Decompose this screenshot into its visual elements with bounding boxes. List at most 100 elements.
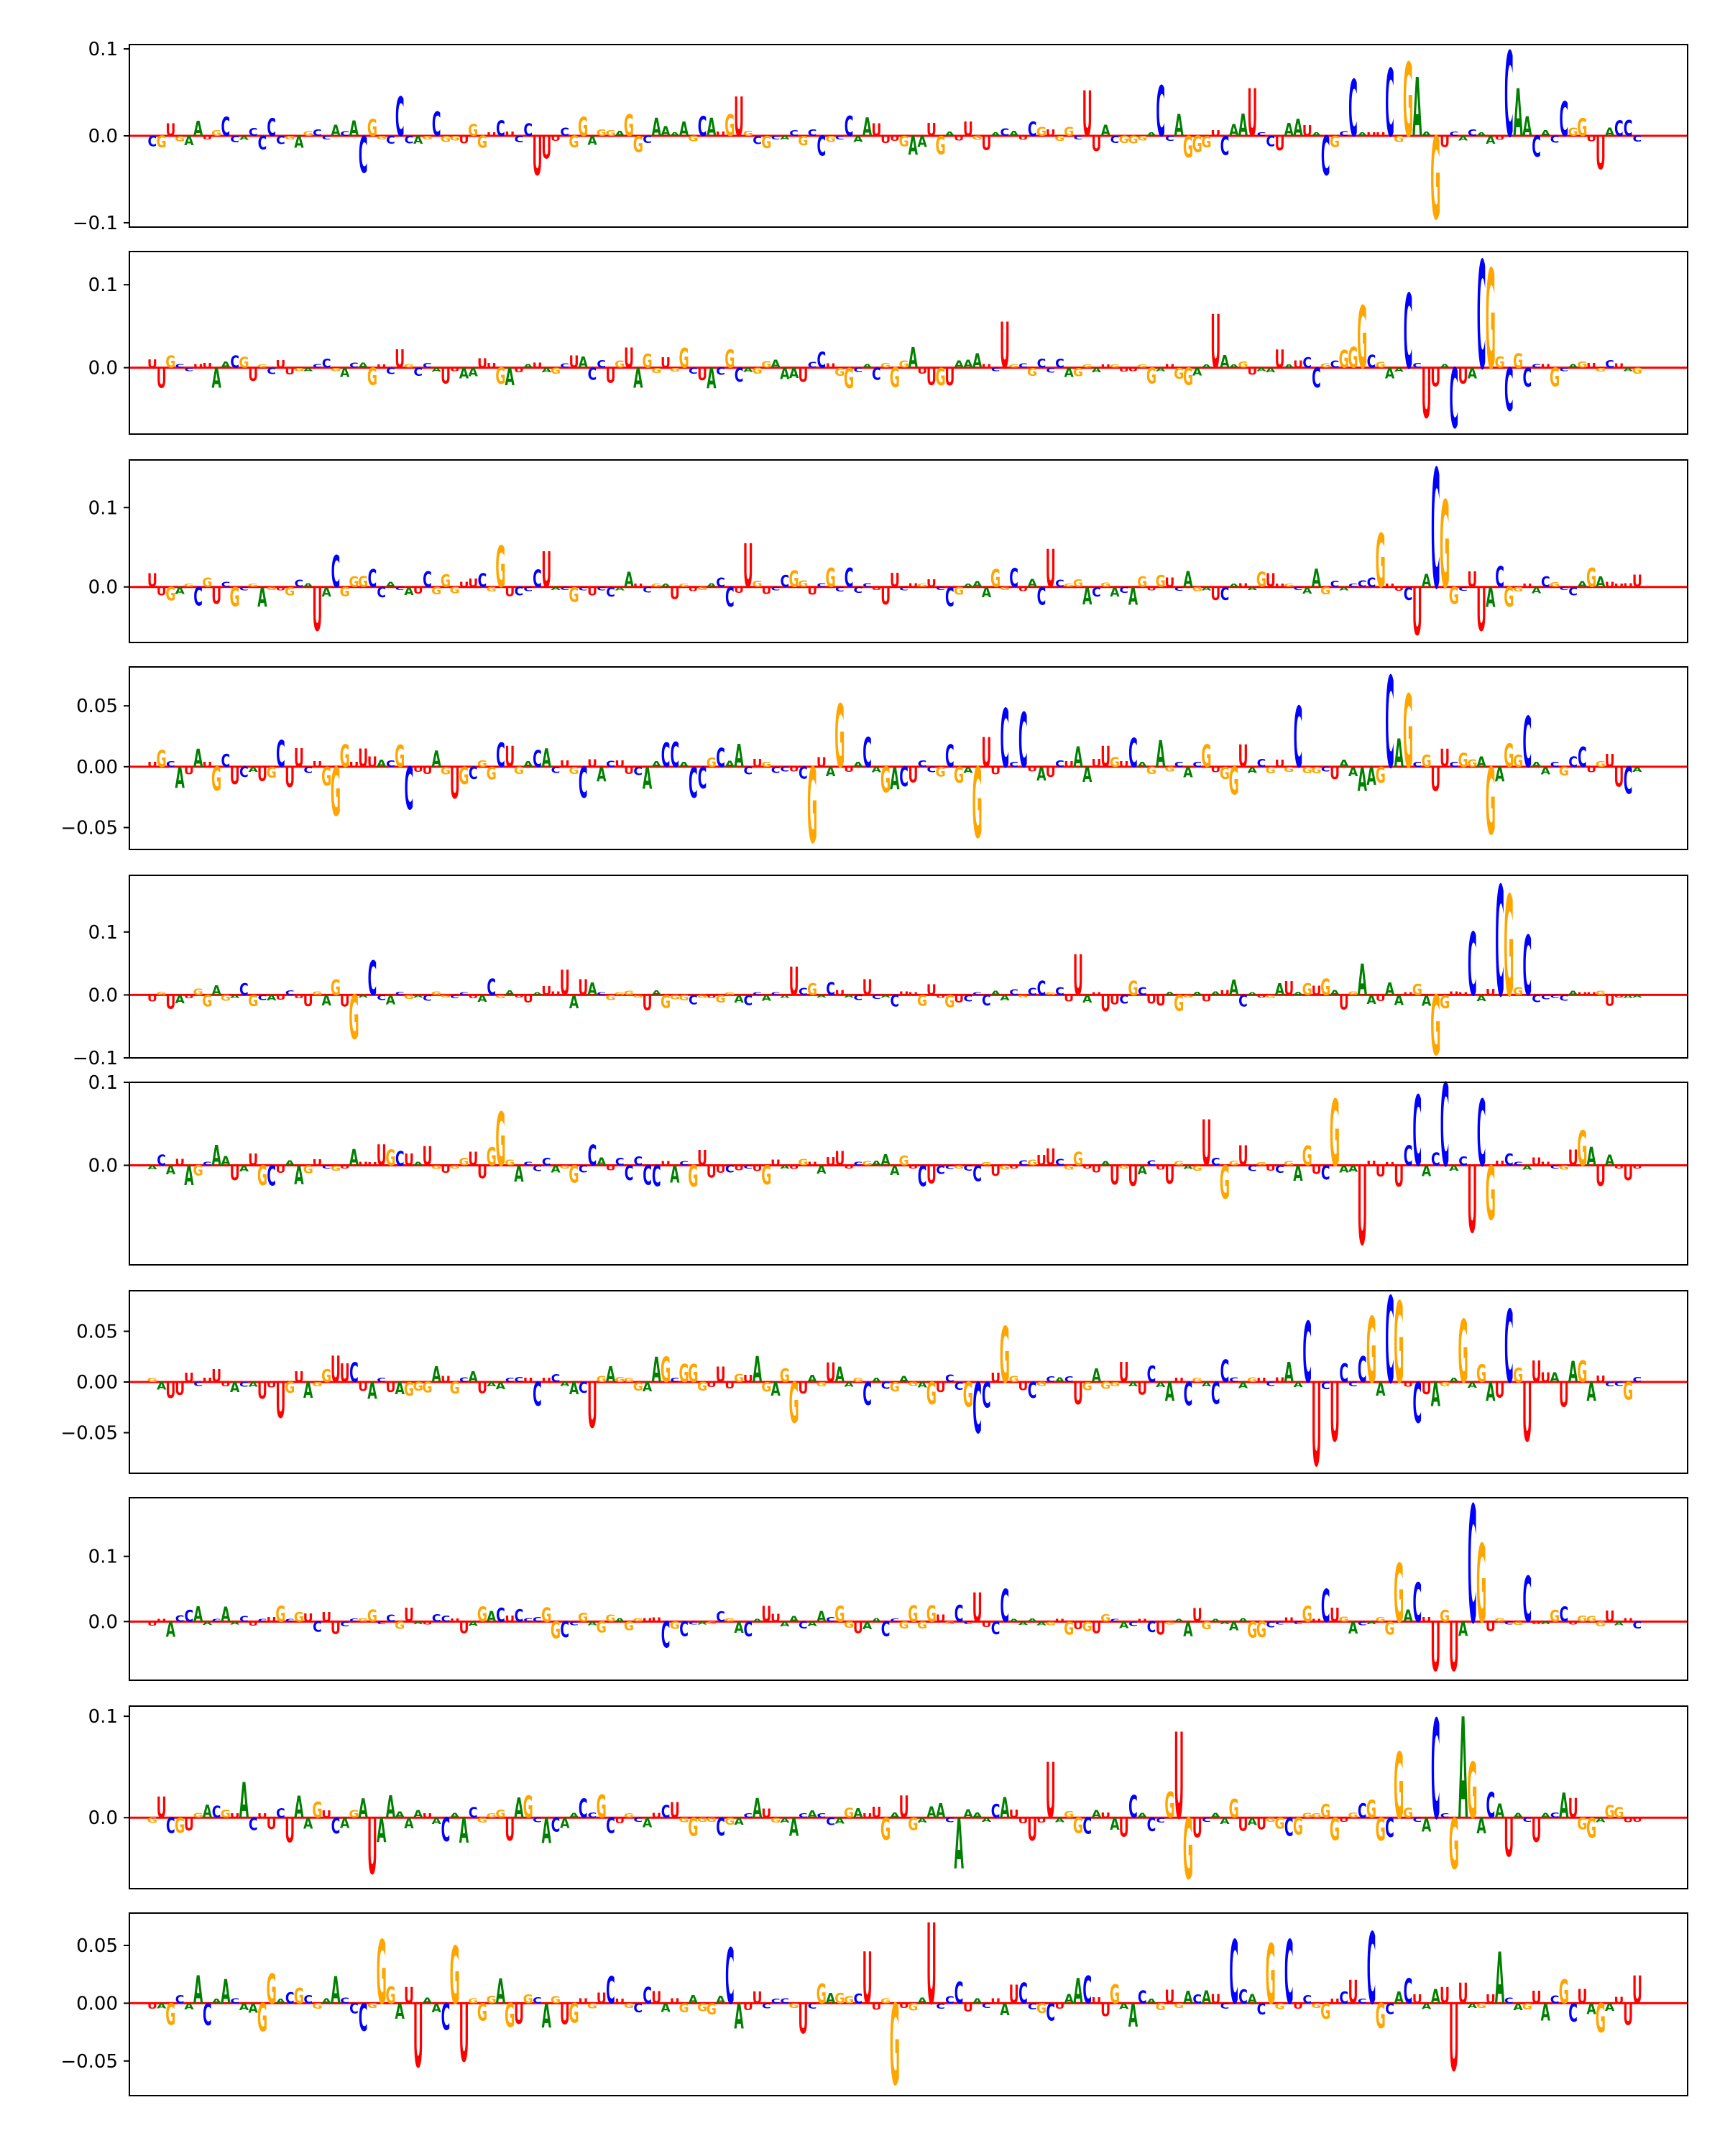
logo-letter-a: A [542, 1998, 551, 2036]
logo-letter-u: U [862, 1812, 873, 1820]
logo-letter-u: U [1238, 1139, 1248, 1171]
logo-letter-g: G [678, 1817, 689, 1824]
logo-letter-g: G [1430, 980, 1440, 1075]
logo-letter-a: A [1513, 76, 1522, 152]
logo-letter-c: C [230, 352, 239, 372]
logo-letter-a: A [193, 1603, 203, 1627]
logo-letter-a: A [707, 364, 717, 396]
logo-letter-a: A [1284, 1357, 1294, 1389]
logo-letter-g: G [303, 131, 313, 138]
logo-letter-c: C [816, 131, 826, 162]
logo-letter-u: U [1614, 583, 1624, 588]
logo-letter-c: C [1532, 131, 1541, 165]
logo-letter-g: G [1494, 354, 1504, 372]
logo-letter-c: C [1192, 760, 1202, 768]
logo-letter-g: G [211, 129, 221, 138]
logo-letter-u: U [560, 964, 570, 1004]
logo-letter-c: C [670, 736, 679, 775]
logo-letter-g: G [1504, 867, 1514, 1028]
logo-letter-c: C [1385, 651, 1394, 797]
axes-frame [129, 1705, 1688, 1889]
logo-letter-c: C [166, 1814, 175, 1838]
logo-letter-a: A [1541, 765, 1551, 777]
logo-letter-g: G [578, 111, 588, 142]
logo-letter-a: A [1422, 1815, 1432, 1837]
logo-letter-a: A [1211, 1812, 1221, 1820]
logo-letter-u: U [193, 364, 203, 369]
logo-letter-g: G [688, 135, 698, 144]
logo-letter-c: C [459, 1376, 469, 1383]
logo-letter-g: G [221, 1808, 231, 1820]
logo-letter-c: C [1257, 2000, 1266, 2018]
logo-letter-g: G [972, 135, 983, 142]
logo-letter-c: C [1147, 1620, 1156, 1636]
logo-letter-u: U [505, 1811, 515, 1848]
logo-letter-a: A [166, 1164, 176, 1178]
logo-letter-g: G [175, 135, 185, 143]
logo-letter-u: U [890, 570, 900, 592]
logo-letter-g: G [981, 1161, 991, 1166]
logo-letter-c: C [1559, 367, 1568, 372]
logo-letter-g: G [1476, 1360, 1486, 1388]
logo-letter-g: G [477, 1603, 487, 1627]
logo-letter-a: A [872, 766, 881, 775]
logo-letter-u: U [1256, 994, 1266, 998]
logo-letter-g: G [1201, 133, 1211, 151]
logo-letter-g: G [487, 1813, 497, 1820]
logo-letter-g: G [1348, 1812, 1358, 1820]
logo-letter-g: G [816, 1978, 827, 2010]
logo-letter-g: G [963, 1376, 973, 1415]
logo-letter-c: C [276, 733, 285, 775]
logo-letter-a: A [807, 1621, 817, 1628]
logo-letter-c: C [1550, 761, 1560, 769]
logo-letter-u: U [532, 126, 542, 188]
logo-letter-g: G [367, 2002, 377, 2010]
logo-letter-g: G [294, 367, 304, 372]
logo-letter-c: C [1559, 93, 1568, 148]
logo-letter-g: G [1449, 584, 1459, 610]
logo-letter-a: A [1092, 367, 1102, 374]
logo-letter-c: C [964, 993, 973, 1004]
logo-letter-g: G [1027, 1159, 1037, 1168]
logo-letter-c: C [1431, 1149, 1440, 1170]
logo-letter-c: C [918, 758, 927, 769]
logo-letter-c: C [716, 576, 725, 591]
logo-letter-g: G [523, 1992, 533, 2007]
logo-letter-u: U [1100, 991, 1110, 1017]
logo-letter-g: G [834, 1601, 845, 1627]
logo-letter-g: G [431, 585, 441, 597]
logo-letter-u: U [312, 576, 322, 645]
logo-letter-u: U [560, 758, 570, 769]
logo-letter-g: G [1128, 134, 1138, 146]
logo-letter-a: A [175, 993, 185, 1006]
logo-letter-g: G [1320, 585, 1330, 597]
logo-letter-a: A [1495, 763, 1505, 787]
logo-letter-g: G [1137, 135, 1147, 142]
logo-letter-u: U [1632, 1968, 1642, 2013]
logo-letter-u: U [807, 1161, 817, 1167]
logo-letter-g: G [267, 586, 277, 591]
logo-letter-c: C [1294, 1621, 1303, 1626]
logo-letter-c: C [1294, 586, 1303, 591]
logo-letter-g: G [1036, 2001, 1046, 2017]
logo-letter-a: A [1358, 761, 1367, 799]
logo-letter-u: U [1632, 1817, 1642, 1823]
logo-letter-c: C [368, 566, 377, 594]
logo-letter-a: A [1605, 125, 1614, 139]
logo-letter-g: G [1550, 362, 1560, 392]
logo-letter-u: U [184, 1371, 194, 1386]
logo-letter-u: U [349, 761, 359, 769]
logo-letter-g: G [917, 1620, 927, 1631]
logo-letter-a: A [1541, 129, 1550, 138]
logo-letter-u: U [990, 1371, 1000, 1386]
y-tick-label: 0.0 [88, 985, 118, 1006]
logo-letter-c: C [1046, 1376, 1055, 1384]
logo-letter-c: C [515, 584, 524, 599]
logo-letter-u: U [404, 1605, 414, 1627]
logo-letter-u: U [1394, 586, 1404, 593]
logo-letter-u: U [1540, 364, 1550, 369]
logo-letter-c: C [1404, 1141, 1413, 1172]
logo-letter-a: A [1596, 575, 1606, 591]
logo-letter-c: C [258, 133, 267, 155]
logo-letter-u: U [926, 982, 937, 998]
